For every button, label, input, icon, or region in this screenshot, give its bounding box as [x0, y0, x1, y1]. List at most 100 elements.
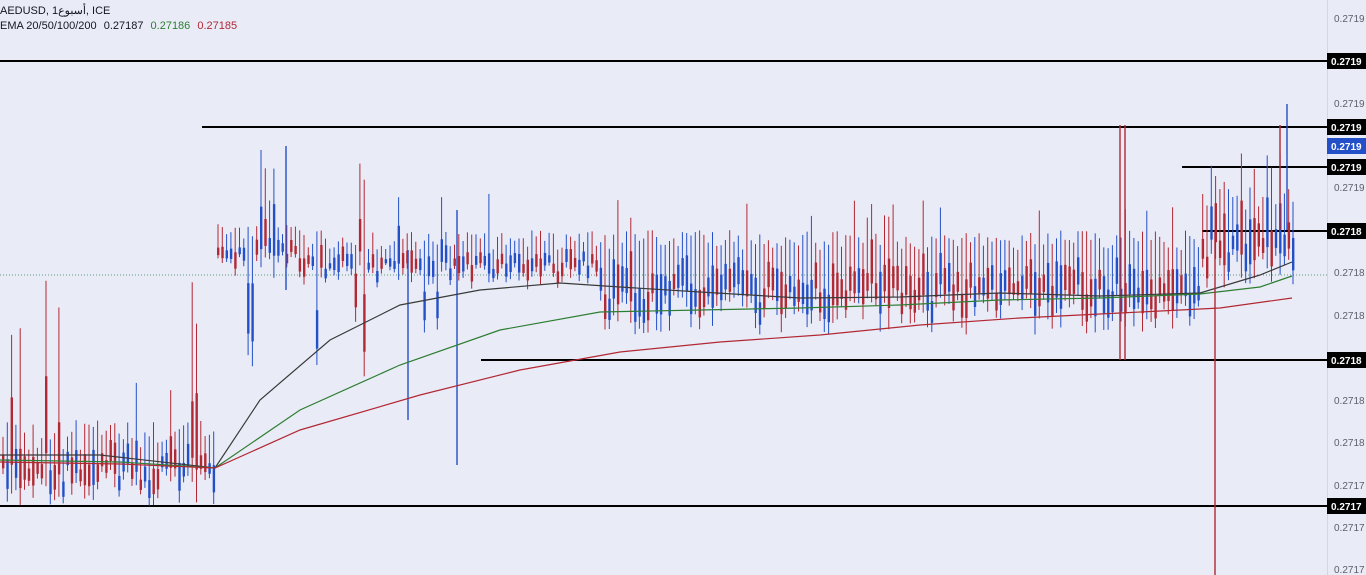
ohlc-body [195, 393, 198, 470]
ohlc-body [685, 255, 689, 292]
ohlc-body [100, 453, 104, 467]
price-tick-label: 0.2718 [1334, 438, 1365, 449]
ohlc-body [831, 263, 835, 306]
ohlc-body [139, 479, 142, 490]
line-price-label: 0.2718 [1331, 356, 1362, 367]
ohlc-body [659, 274, 663, 315]
ohlc-body [664, 276, 667, 296]
ema-legend: EMA 20/50/100/200 0.27187 0.27186 0.2718… [0, 19, 237, 34]
ohlc-body [1231, 235, 1235, 250]
ohlc-body [358, 218, 362, 252]
ohlc-body [178, 462, 181, 491]
ohlc-body [1102, 276, 1106, 314]
ohlc-body [1270, 230, 1273, 267]
ohlc-body [935, 273, 938, 298]
ohlc-body [419, 258, 422, 271]
ohlc-body [328, 263, 332, 269]
ohlc-body [784, 284, 787, 309]
ohlc-body [165, 452, 168, 469]
line-price-label: 0.2718 [1331, 227, 1362, 238]
ohlc-body [952, 284, 955, 311]
ohlc-body [1253, 218, 1256, 261]
ema-value-1: 0.27187 [103, 20, 144, 32]
ohlc-body [1098, 269, 1101, 290]
ohlc-body [346, 253, 349, 266]
ohlc-body [1141, 270, 1144, 314]
ohlc-body [1003, 270, 1007, 291]
ohlc-body [728, 268, 732, 292]
ohlc-body [625, 267, 628, 294]
ohlc-body [724, 263, 727, 290]
ohlc-body [496, 259, 499, 274]
ohlc-body [487, 253, 491, 274]
ohlc-body [1111, 291, 1114, 313]
ohlc-body [1236, 224, 1239, 251]
ohlc-body [1089, 279, 1093, 307]
ohlc-body [922, 253, 925, 295]
ohlc-body [148, 480, 151, 498]
ohlc-body [1107, 289, 1110, 318]
ohlc-body [1210, 206, 1213, 240]
ohlc-body [823, 288, 826, 320]
ohlc-body [573, 257, 577, 268]
ohlc-body [212, 465, 216, 493]
ohlc-body [221, 246, 224, 259]
ohlc-body [634, 293, 637, 322]
ohlc-body [1077, 257, 1080, 285]
ohlc-body [711, 265, 714, 308]
ohlc-body [371, 254, 375, 268]
ohlc-body [569, 249, 572, 270]
ohlc-body [1244, 243, 1248, 272]
ohlc-body [599, 267, 603, 291]
ohlc-body [294, 245, 297, 255]
ohlc-body [225, 250, 228, 259]
ema-line [0, 275, 1293, 469]
ohlc-body [668, 280, 671, 316]
ohlc-body [1115, 257, 1119, 284]
ohlc-body [414, 258, 418, 269]
ohlc-body [720, 274, 723, 301]
ohlc-body [638, 288, 641, 317]
ohlc-body [285, 253, 289, 264]
ohlc-body [565, 249, 568, 262]
ohlc-body [204, 453, 207, 473]
ohlc-body [836, 272, 839, 306]
ohlc-body [475, 255, 478, 265]
ohlc-body [384, 259, 388, 264]
ohlc-body [303, 258, 306, 277]
ohlc-body [1283, 234, 1286, 257]
horizontal-lines [0, 60, 1327, 507]
line-price-badge [1327, 223, 1366, 239]
ohlc-body [466, 252, 469, 265]
current-price-badge [1327, 138, 1366, 154]
price-axis[interactable] [1327, 0, 1366, 575]
ohlc-body [500, 253, 504, 265]
ohlc-body [969, 262, 972, 288]
ohlc-body [548, 255, 551, 263]
ohlc-body [376, 270, 379, 283]
ohlc-body [849, 266, 852, 291]
ohlc-body [14, 448, 18, 478]
ohlc-body [492, 268, 495, 279]
ema-label: EMA 20/50/100/200 [0, 20, 97, 32]
ohlc-body [745, 270, 749, 297]
ohlc-body [767, 261, 770, 288]
ohlc-body [105, 460, 108, 473]
ohlc-body [655, 274, 658, 314]
ohlc-body [57, 422, 61, 475]
ohlc-body [96, 464, 99, 482]
ohlc-body [819, 292, 822, 313]
ohlc-body [427, 256, 431, 277]
ohlc-body [1068, 266, 1071, 296]
ohlc-body [793, 286, 796, 306]
ohlc-body [277, 239, 280, 256]
ohlc-body [27, 468, 31, 481]
ohlc-body [982, 277, 985, 296]
ohlc-body [651, 273, 654, 294]
ohlc-body [1081, 272, 1084, 310]
ohlc-body [647, 291, 650, 321]
ohlc-body [578, 259, 581, 275]
ohlc-body [83, 454, 87, 486]
ohlc-body [255, 239, 259, 255]
